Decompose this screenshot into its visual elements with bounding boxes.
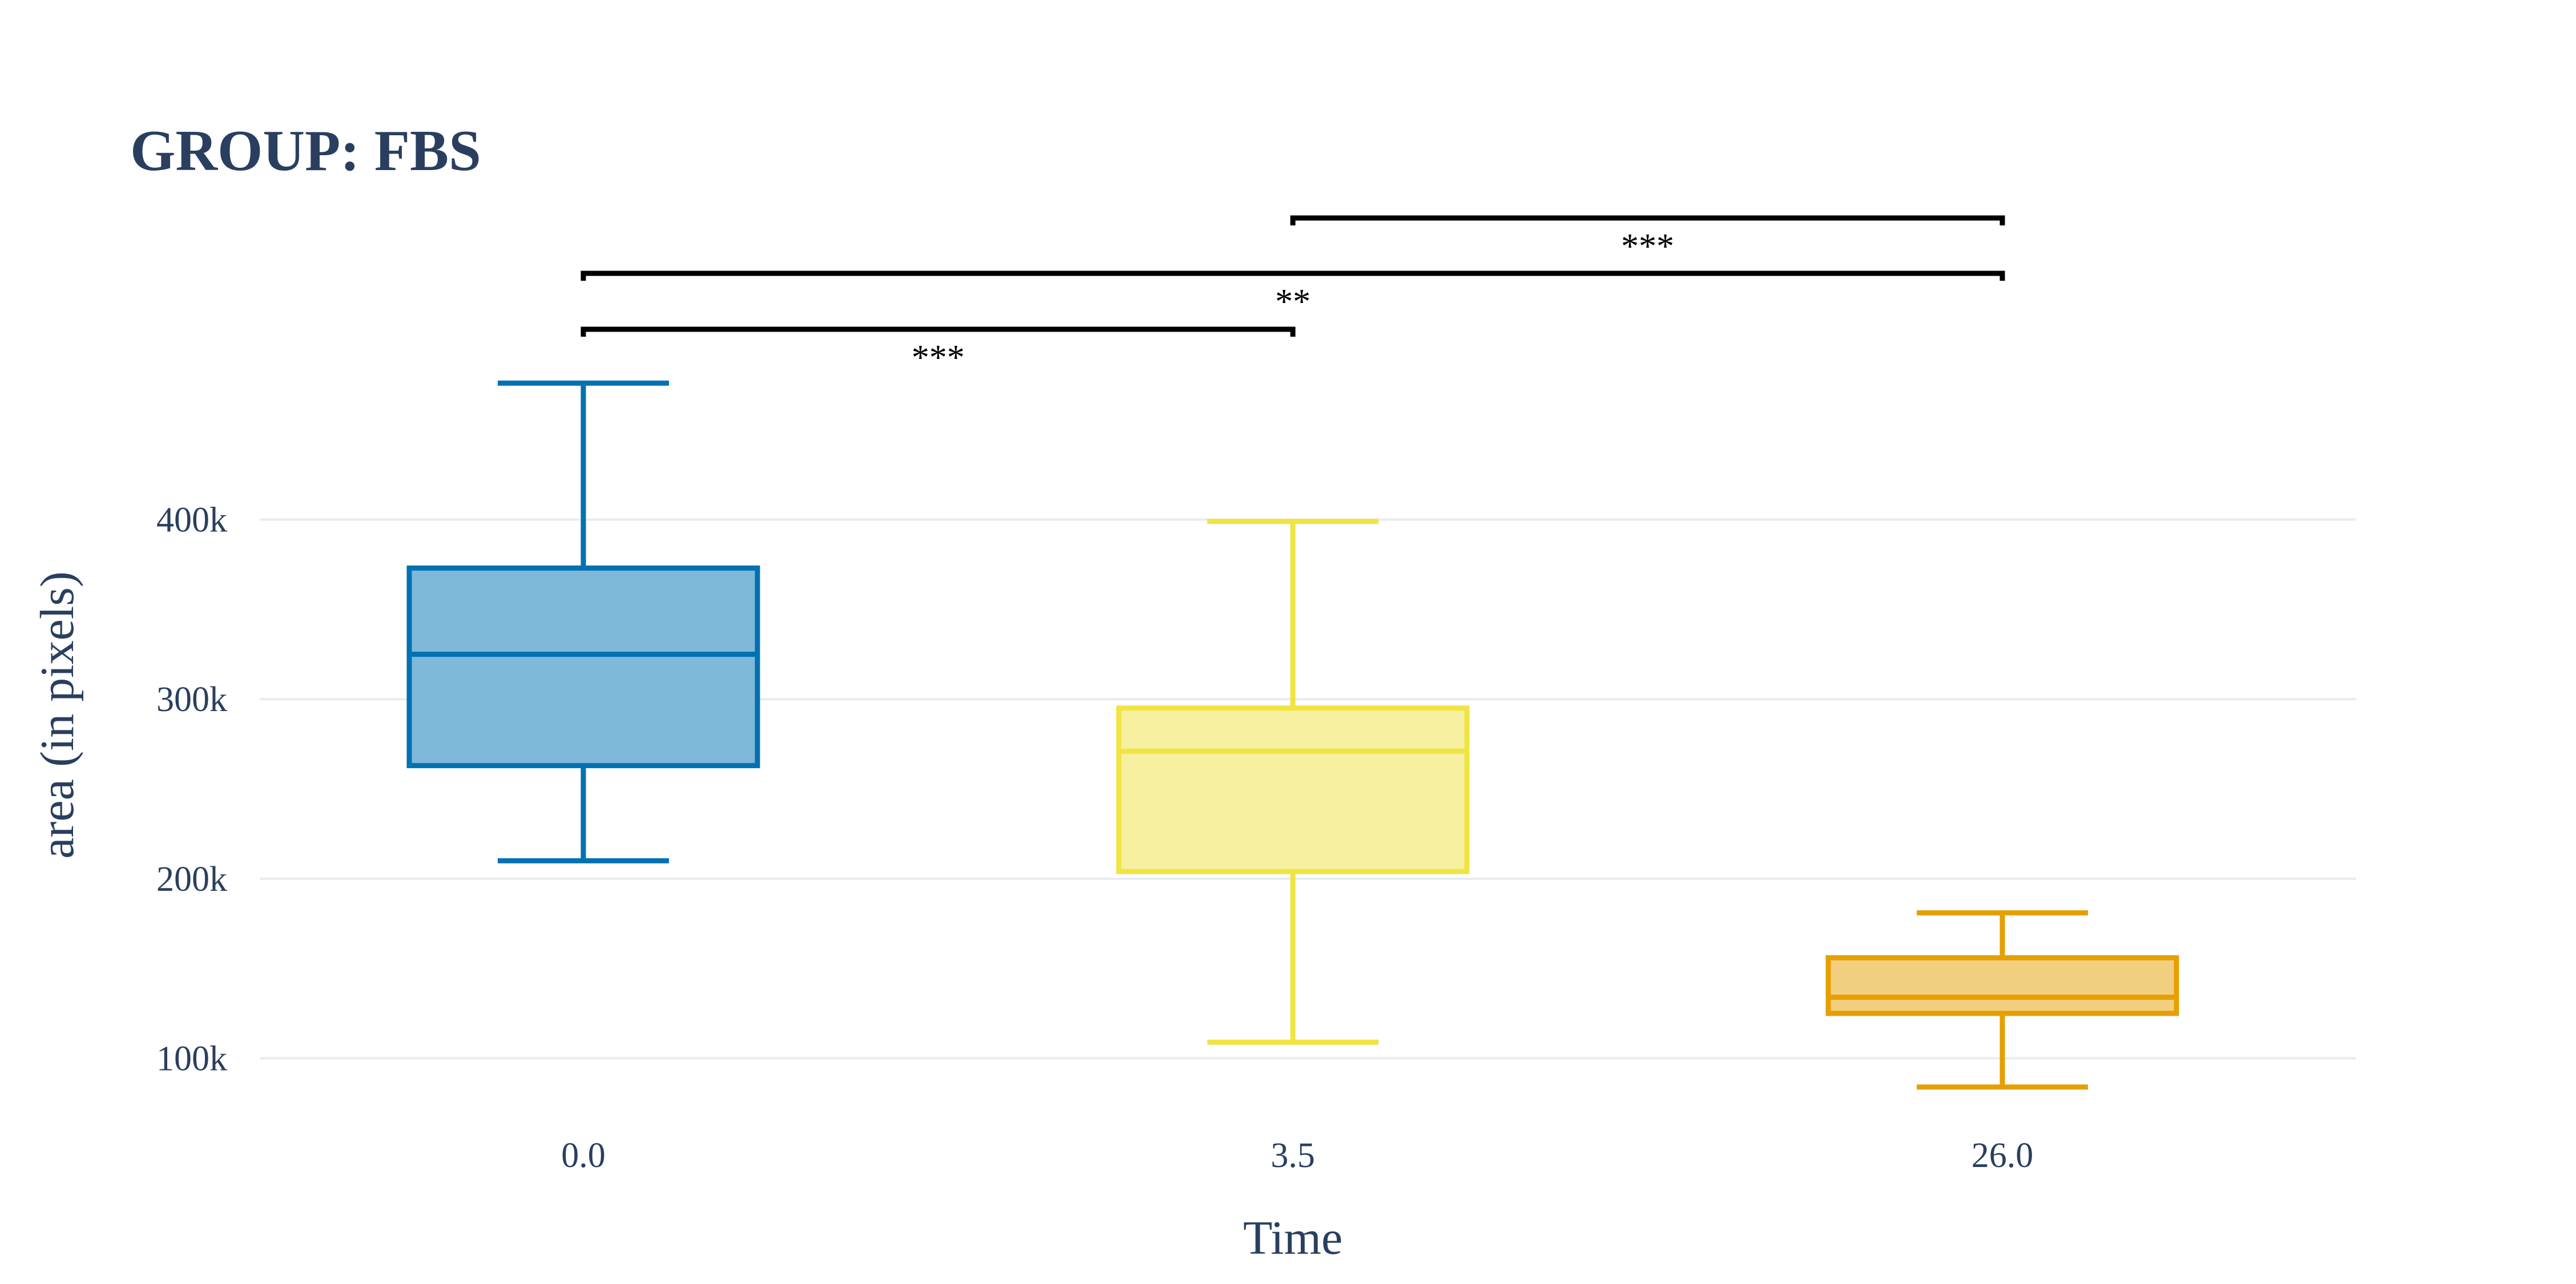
- y-tick-label: 200k: [156, 860, 227, 899]
- boxes: [406, 380, 2179, 1090]
- box-0.0: [406, 380, 760, 863]
- box-26.0: [1825, 910, 2179, 1090]
- box-body: [1825, 955, 2179, 1016]
- significance-brackets: ********: [580, 215, 2005, 377]
- bracket-line: [1290, 215, 2005, 225]
- significance-bracket: **: [580, 270, 2005, 321]
- x-axis-title: Time: [1243, 1212, 1343, 1265]
- significance-label: ***: [1621, 227, 1674, 266]
- y-tick-label: 100k: [156, 1040, 227, 1079]
- chart-title: GROUP: FBS: [130, 119, 481, 183]
- significance-label: ***: [912, 338, 965, 377]
- significance-bracket: ***: [580, 326, 1296, 377]
- x-tick-label: 3.5: [1271, 1136, 1315, 1175]
- bracket-line: [580, 326, 1296, 337]
- axis-ticks: 100k 200k 300k 400k 0.0 3.5 26.0: [156, 500, 2033, 1175]
- y-tick-label: 400k: [156, 500, 227, 539]
- significance-bracket: ***: [1290, 215, 2005, 266]
- significance-label: **: [1275, 282, 1311, 321]
- box-body: [1116, 705, 1470, 874]
- box-3.5: [1116, 519, 1470, 1045]
- bracket-line: [580, 270, 2005, 281]
- x-tick-label: 0.0: [561, 1136, 606, 1175]
- box-body: [406, 565, 760, 769]
- y-tick-label: 300k: [156, 680, 227, 719]
- x-tick-label: 26.0: [1972, 1136, 2034, 1175]
- y-axis-title: area (in pixels): [31, 571, 84, 859]
